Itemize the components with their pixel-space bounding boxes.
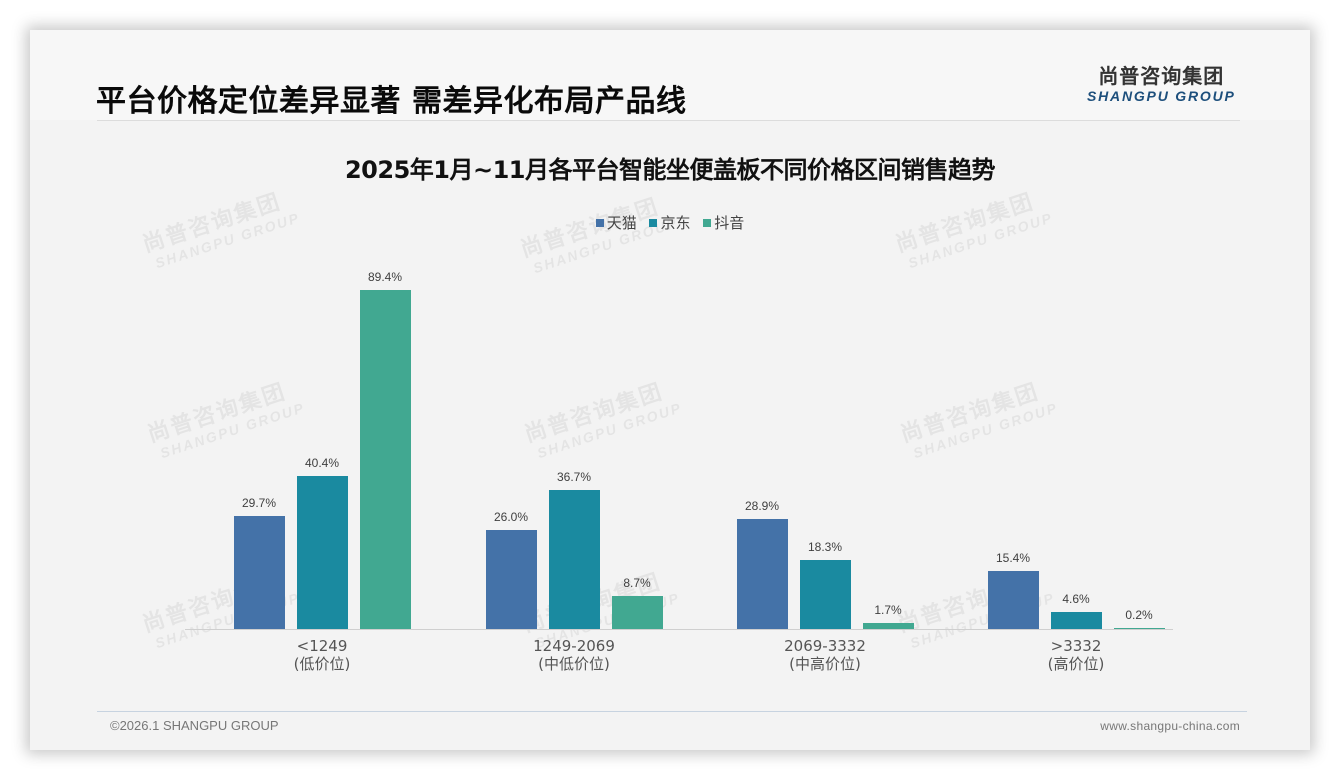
slide: 尚普咨询集团 SHANGPU GROUP 尚普咨询集团 SHANGPU GROUP 尚普… bbox=[30, 30, 1310, 750]
bar-1-0 bbox=[485, 530, 537, 629]
data-label: 18.3% bbox=[807, 539, 843, 554]
data-label: 40.4% bbox=[304, 455, 340, 470]
bar-2-0 bbox=[736, 519, 788, 629]
category-tier: (低价位) bbox=[293, 655, 351, 673]
data-label: 29.7% bbox=[241, 496, 277, 511]
legend-label: 天猫 bbox=[606, 214, 637, 232]
x-axis-category-label: 2069-3332 (中高价位) bbox=[745, 637, 905, 673]
logo-english: SHANGPU GROUP bbox=[1087, 88, 1236, 104]
legend-swatch-icon bbox=[595, 219, 604, 227]
chart-legend: 天猫 京东 抖音 bbox=[30, 212, 1310, 233]
data-label: 1.7% bbox=[874, 602, 902, 617]
data-label: 0.2% bbox=[1125, 608, 1153, 623]
category-range: <1249 bbox=[296, 637, 348, 655]
data-label: 15.4% bbox=[995, 550, 1031, 565]
bar-1-1 bbox=[548, 489, 600, 629]
legend-label: 抖音 bbox=[714, 214, 745, 232]
data-label: 28.9% bbox=[744, 499, 780, 514]
category-tier: (中高价位) bbox=[789, 655, 861, 673]
data-label: 36.7% bbox=[556, 469, 592, 484]
bar-3-0 bbox=[987, 570, 1039, 629]
data-label: 8.7% bbox=[623, 576, 651, 591]
company-logo: 尚普咨询集团 SHANGPU GROUP bbox=[1087, 64, 1236, 104]
bar-0-0 bbox=[233, 516, 285, 629]
x-axis-line bbox=[185, 629, 1173, 630]
page-title: 平台价格定位差异显著 需差异化布局产品线 bbox=[96, 84, 687, 119]
bar-chart-plot: 29.7% 40.4% 89.4% <1249 (低价位) 26.0% 36.7% 8.7% 1… bbox=[185, 270, 1175, 673]
x-axis-category-label: >3332 (高价位) bbox=[996, 637, 1156, 673]
legend-item-douyin: 抖音 bbox=[703, 212, 744, 233]
data-label: 89.4% bbox=[367, 270, 403, 285]
bar-3-2 bbox=[1113, 628, 1165, 629]
bar-2-2 bbox=[862, 622, 914, 629]
data-label: 26.0% bbox=[493, 510, 529, 525]
category-tier: (高价位) bbox=[1047, 655, 1105, 673]
bar-0-1 bbox=[296, 475, 348, 629]
bar-2-1 bbox=[799, 559, 851, 629]
legend-label: 京东 bbox=[660, 214, 691, 232]
bar-0-2 bbox=[359, 290, 411, 629]
chart-title: 2025年1月~11月各平台智能坐便盖板不同价格区间销售趋势 bbox=[344, 156, 996, 184]
x-axis-category-label: <1249 (低价位) bbox=[242, 637, 402, 673]
footer-divider bbox=[97, 711, 1247, 712]
data-label: 4.6% bbox=[1062, 591, 1090, 606]
legend-swatch-icon bbox=[649, 219, 658, 227]
category-tier: (中低价位) bbox=[538, 655, 610, 673]
bar-3-1 bbox=[1050, 611, 1102, 629]
header-divider bbox=[97, 120, 1240, 121]
legend-swatch-icon bbox=[703, 219, 712, 227]
logo-chinese: 尚普咨询集团 bbox=[1098, 64, 1225, 88]
category-range: 2069-3332 bbox=[784, 637, 866, 655]
footer-website: www.shangpu-china.com bbox=[1100, 719, 1240, 733]
header-band bbox=[30, 30, 1310, 120]
bar-1-2 bbox=[611, 596, 663, 629]
legend-item-jd: 京东 bbox=[649, 212, 691, 233]
category-range: 1249-2069 bbox=[533, 637, 615, 655]
legend-item-tmall: 天猫 bbox=[595, 212, 637, 233]
x-axis-category-label: 1249-2069 (中低价位) bbox=[494, 637, 654, 673]
category-range: >3332 bbox=[1050, 637, 1102, 655]
footer-copyright: ©2026.1 SHANGPU GROUP bbox=[110, 718, 279, 733]
